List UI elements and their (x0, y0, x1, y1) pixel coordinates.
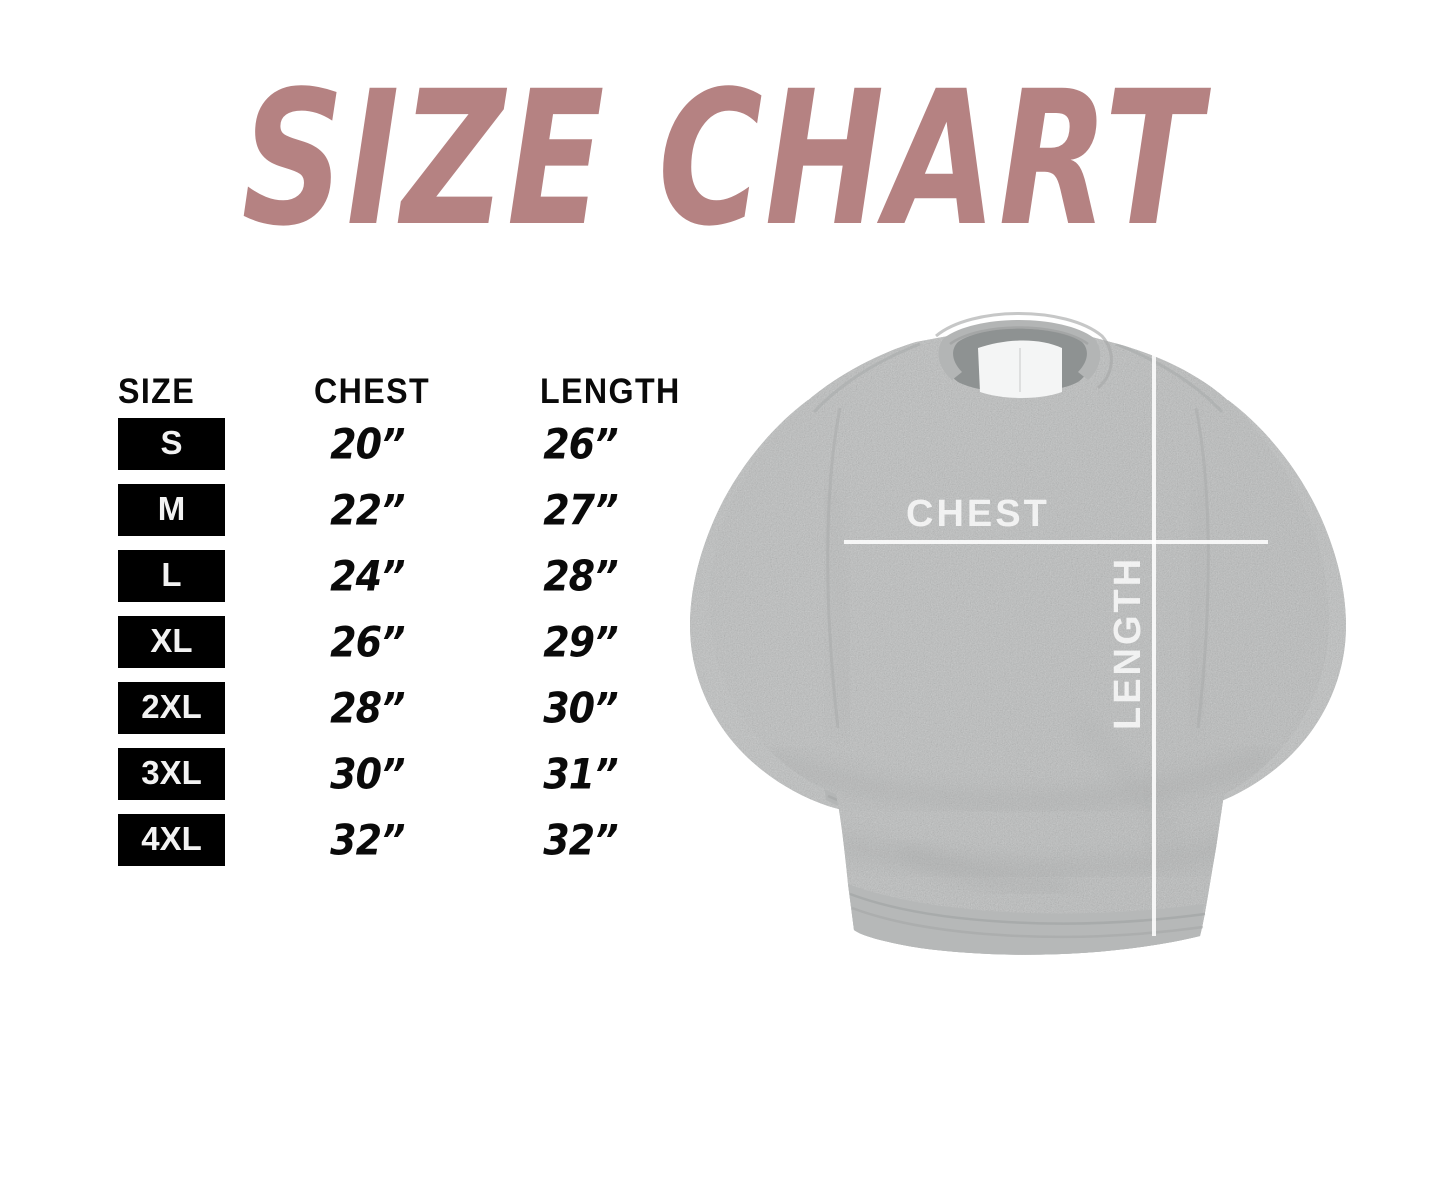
status-badge: S (118, 418, 225, 470)
chest-value: 24” (330, 551, 405, 601)
chest-cell: 32” (292, 815, 499, 865)
column-header-size: SIZE (118, 372, 196, 411)
length-overlay-label: LENGTH (1107, 556, 1149, 730)
page-title: SIZE CHART (241, 50, 1204, 267)
measurement-overlay: CHEST LENGTH (844, 322, 1268, 936)
chest-value: 32” (330, 815, 405, 865)
size-cell: M (118, 484, 292, 536)
size-cell: 2XL (118, 682, 292, 734)
chest-value: 26” (330, 617, 405, 667)
sweatshirt-body (708, 321, 1329, 955)
status-badge: L (118, 550, 225, 602)
chest-value: 28” (330, 683, 405, 733)
chest-value: 20” (330, 419, 405, 469)
chest-cell: 20” (292, 419, 499, 469)
length-cell: 27” (499, 485, 718, 535)
chest-cell: 22” (292, 485, 499, 535)
length-value: 29” (543, 617, 618, 667)
chest-cell: 28” (292, 683, 499, 733)
chest-cell: 30” (292, 749, 499, 799)
table-row: M 22” 27” (118, 484, 718, 536)
column-header-chest: CHEST (314, 372, 431, 411)
chest-overlay-label: CHEST (906, 493, 1050, 535)
chest-value: 30” (330, 749, 405, 799)
table-row: S 20” 26” (118, 418, 718, 470)
table-row: 2XL 28” 30” (118, 682, 718, 734)
size-cell: S (118, 418, 292, 470)
sweatshirt-photo: CHEST LENGTH (648, 288, 1388, 968)
table-row: XL 26” 29” (118, 616, 718, 668)
hem-ribbing (848, 884, 1204, 955)
length-cell: 29” (499, 617, 718, 667)
length-value: 31” (543, 749, 618, 799)
size-cell: 3XL (118, 748, 292, 800)
chest-value: 22” (330, 485, 405, 535)
length-value: 28” (543, 551, 618, 601)
status-badge: XL (118, 616, 225, 668)
table-row: 4XL 32” 32” (118, 814, 718, 866)
length-cell: 30” (499, 683, 718, 733)
length-cell: 26” (499, 419, 718, 469)
status-badge: 4XL (118, 814, 225, 866)
length-value: 27” (543, 485, 618, 535)
table-row: 3XL 30” 31” (118, 748, 718, 800)
chest-cell: 24” (292, 551, 499, 601)
status-badge: M (118, 484, 225, 536)
status-badge: 3XL (118, 748, 225, 800)
size-chart-table: SIZE CHEST LENGTH S 20” 26” M 22” 27” L … (118, 372, 718, 880)
length-cell: 31” (499, 749, 718, 799)
size-cell: 4XL (118, 814, 292, 866)
length-value: 26” (543, 419, 618, 469)
length-cell: 32” (499, 815, 718, 865)
length-cell: 28” (499, 551, 718, 601)
length-value: 30” (543, 683, 618, 733)
column-header-length: LENGTH (540, 372, 681, 411)
length-value: 32” (543, 815, 618, 865)
chest-cell: 26” (292, 617, 499, 667)
table-row: L 24” 28” (118, 550, 718, 602)
size-cell: L (118, 550, 292, 602)
size-cell: XL (118, 616, 292, 668)
table-header-row: SIZE CHEST LENGTH (118, 372, 718, 418)
status-badge: 2XL (118, 682, 225, 734)
collar (935, 312, 1113, 398)
